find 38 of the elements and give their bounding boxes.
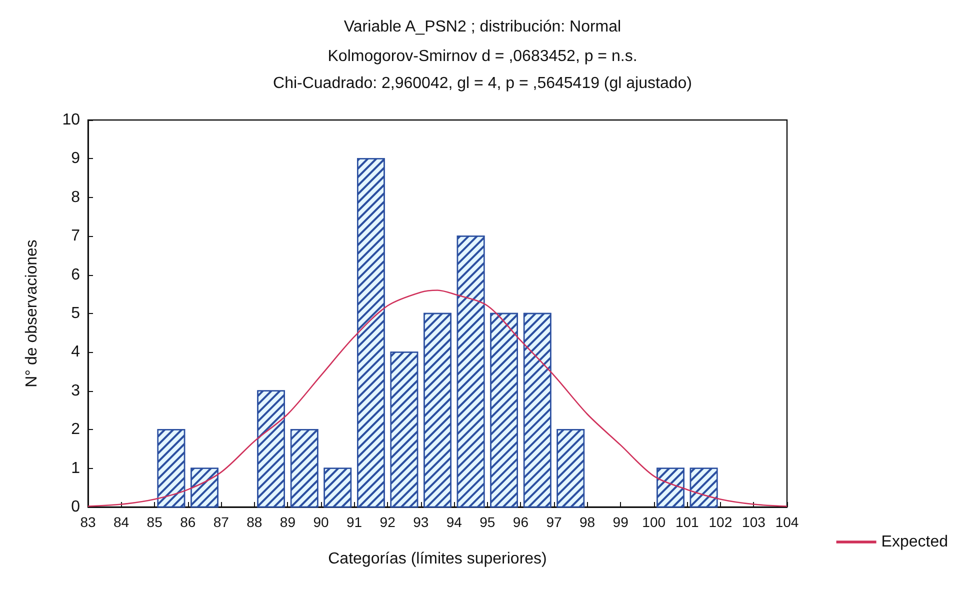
x-tick-label: 94 (446, 514, 462, 530)
y-tick-label: 4 (71, 344, 80, 361)
y-tick-label: 1 (71, 460, 80, 477)
x-tick-label: 102 (708, 514, 732, 530)
x-tick-label: 98 (579, 514, 596, 530)
y-tick-label: 7 (71, 228, 80, 245)
x-tick-label: 96 (512, 514, 529, 530)
legend-label: Expected (881, 534, 948, 550)
y-tick-label: 5 (71, 305, 80, 322)
x-tick-label: 87 (213, 514, 230, 530)
x-tick-label: 93 (413, 514, 429, 530)
x-tick-label: 101 (675, 514, 700, 530)
x-tick-label: 95 (480, 514, 496, 530)
x-tick-label: 103 (742, 514, 766, 530)
y-tick-label: 2 (71, 421, 80, 438)
y-tick-label: 8 (71, 188, 80, 206)
chart-subtitle: Kolmogorov-Smirnov d = ,0683452, p = n.s. Chi-Cuadrado: 2,960042, gl = 4, p = ,5645419 (gl ajustado) (273, 48, 692, 92)
y-tick-label: 3 (71, 382, 80, 400)
x-tick-label: 99 (612, 514, 629, 530)
y-tick-label: 10 (62, 112, 80, 128)
x-tick-label: 89 (280, 514, 296, 530)
chart-title: Variable A_PSN2 ; distribución: Normal (344, 18, 622, 36)
x-tick-label: 91 (346, 514, 362, 530)
x-tick-label: 100 (642, 514, 666, 530)
x-tick-label: 85 (146, 514, 163, 530)
x-tick-label: 88 (246, 514, 262, 530)
y-tick-label: 0 (71, 498, 80, 516)
x-tick-label: 90 (313, 514, 329, 530)
x-tick-label: 92 (380, 514, 396, 530)
x-tick-label: 84 (113, 514, 130, 530)
x-tick-label: 86 (180, 514, 196, 530)
x-axis-title: Categorías (límites superiores) (328, 550, 547, 568)
x-tick-label: 83 (80, 514, 96, 530)
y-axis-title: N° de observaciones (24, 240, 40, 388)
y-tick-label: 6 (71, 266, 80, 284)
x-tick-label: 104 (775, 514, 799, 530)
y-tick-label: 9 (71, 150, 80, 168)
x-tick-label: 97 (546, 514, 562, 530)
